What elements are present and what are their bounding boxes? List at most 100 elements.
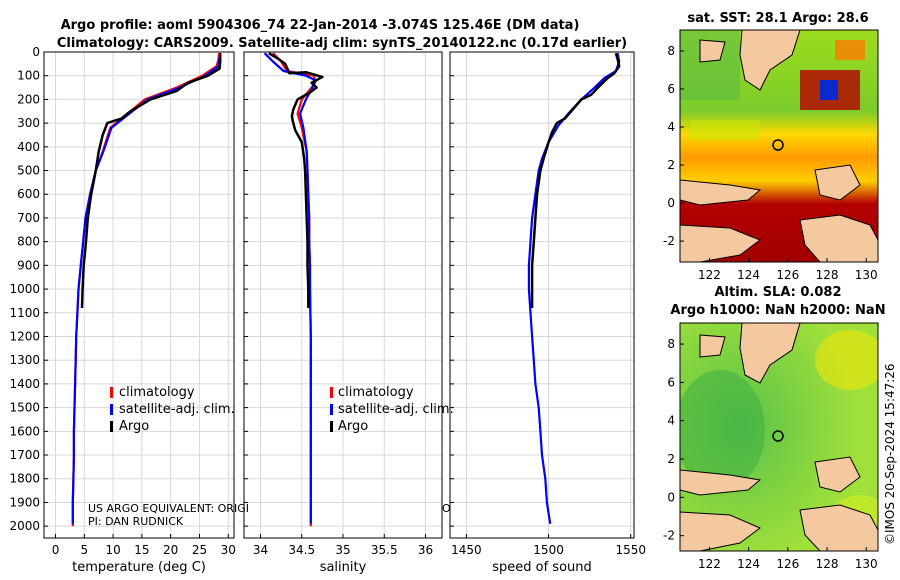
x-tick-label: 35 [335, 543, 350, 557]
x-tick-label: 10 [105, 543, 120, 557]
map-y-tick-label: 0 [667, 490, 675, 504]
sst-map-ticks: 122 124 126 128 130 8 6 4 2 0 -2 [663, 44, 878, 282]
sla-map-title-line2: Argo h1000: NaN h2000: NaN [670, 303, 885, 318]
legend-swatch-argo [110, 421, 113, 432]
map-y-tick-label: 8 [667, 337, 675, 351]
map-x-tick-label: 128 [816, 268, 839, 282]
sst-map-title: sat. SST: 28.1 Argo: 28.6 [687, 11, 868, 26]
legend-label-satadj: satellite-adj. clim. [338, 402, 454, 417]
series-argo-line [530, 52, 621, 308]
map-y-tick-label: -2 [663, 529, 675, 543]
y-tick-label: 300 [17, 116, 40, 130]
x-tick-label: 34 [253, 543, 268, 557]
map-x-tick-label: 122 [698, 557, 721, 571]
sst-land-mindanao [739, 30, 801, 91]
x-tick-label: 25 [192, 543, 207, 557]
y-tick-label: 0 [32, 45, 40, 59]
y-tick-label: 1300 [9, 353, 40, 367]
sst-map [679, 29, 879, 263]
sla-land-sulawesi [680, 469, 762, 496]
x-tick-label: 0 [52, 543, 60, 557]
title-line1: Argo profile: aoml 5904306_74 22-Jan-201… [61, 18, 580, 33]
map-x-tick-label: 126 [776, 268, 799, 282]
map-y-tick-label: 6 [667, 82, 675, 96]
map-y-tick-label: 4 [667, 120, 675, 134]
legend-label-argo: Argo [338, 419, 368, 434]
map-x-tick-label: 128 [816, 557, 839, 571]
sst-land [699, 39, 726, 63]
map-y-tick-label: 6 [667, 375, 675, 389]
x-tick-label: 1550 [615, 543, 646, 557]
title-line2: Climatology: CARS2009. Satellite-adj cli… [57, 36, 627, 51]
x-axis-label: salinity [320, 560, 367, 575]
x-axis-label: temperature (deg C) [72, 560, 206, 575]
legend-salinity: climatology satellite-adj. clim. Argo [330, 385, 454, 434]
legend-temperature: climatology satellite-adj. clim. Argo [110, 385, 235, 434]
legend-swatch-argo [330, 421, 333, 432]
x-tick-label: 30 [221, 543, 236, 557]
legend-label-argo: Argo [119, 419, 149, 434]
y-tick-label: 400 [17, 140, 40, 154]
map-x-tick-label: 130 [855, 557, 878, 571]
map-y-tick-label: 0 [667, 196, 675, 210]
map-y-tick-label: 2 [667, 158, 675, 172]
x-tick-label: 5 [80, 543, 88, 557]
map-x-tick-label: 124 [737, 557, 760, 571]
sla-land-halmahera [814, 456, 861, 493]
sst-argo-marker [772, 139, 784, 151]
sst-cold-patch [820, 80, 838, 100]
y-tick-label: 100 [17, 69, 40, 83]
series-argo-line [268, 52, 324, 308]
legend-swatch-climatology [110, 387, 113, 398]
x-tick-label: 20 [163, 543, 178, 557]
map-y-tick-label: 4 [667, 414, 675, 428]
y-tick-label: 1400 [9, 377, 40, 391]
x-tick-label: 1500 [533, 543, 564, 557]
series-satellite-adj-clim-line [263, 52, 317, 524]
sla-land-mindanao [739, 323, 801, 384]
x-tick-label: 36 [418, 543, 433, 557]
map-y-tick-label: -2 [663, 234, 675, 248]
overlay-line1: US ARGO EQUIVALENT: ORIGI [88, 502, 249, 515]
y-tick-label: 1800 [9, 472, 40, 486]
sla-low-patch [680, 370, 765, 490]
series-satellite-adj-clim-line [527, 52, 621, 524]
plot-frame [43, 51, 235, 539]
y-tick-label: 800 [17, 235, 40, 249]
sst-patch [835, 40, 865, 60]
y-tick-label: 1500 [9, 401, 40, 415]
legend-swatch-satadj [110, 404, 113, 415]
legend-swatch-satadj [330, 404, 333, 415]
y-tick-label: 1600 [9, 424, 40, 438]
y-tick-label: 500 [17, 164, 40, 178]
x-tick-label: 34.5 [288, 543, 315, 557]
sst-land-seram [799, 214, 878, 262]
sla-map-frame [679, 322, 879, 552]
x-tick-label: 35.5 [371, 543, 398, 557]
y-tick-label: 1700 [9, 448, 40, 462]
x-tick-label: 1450 [451, 543, 482, 557]
y-tick-label: 700 [17, 211, 40, 225]
map-y-tick-label: 2 [667, 452, 675, 466]
y-tick-label: 1100 [9, 306, 40, 320]
series-argo-line [80, 53, 222, 309]
temperature-panel: 0 5 10 15 20 25 300100200300400500600700800900… [9, 45, 235, 575]
y-tick-label: 1000 [9, 282, 40, 296]
sla-land-south [680, 511, 761, 551]
sla-land-seram [799, 504, 878, 551]
legend-label-satadj: satellite-adj. clim. [119, 402, 235, 417]
map-x-tick-label: 122 [698, 268, 721, 282]
sound-speed-panel: 1450 1500 1550 speed of sound [449, 51, 646, 575]
sla-argo-marker [772, 430, 784, 442]
legend-label-climatology: climatology [338, 385, 414, 400]
sst-land-south [680, 224, 762, 262]
plot-frame [449, 51, 635, 539]
overlay-line2: PI: DAN RUDNICK [88, 515, 184, 528]
y-tick-label: 1900 [9, 495, 40, 509]
y-tick-label: 600 [17, 187, 40, 201]
map-y-tick-label: 8 [667, 44, 675, 58]
sst-land-sulawesi [680, 179, 762, 206]
sla-map [679, 322, 879, 552]
sst-patch [690, 120, 760, 140]
